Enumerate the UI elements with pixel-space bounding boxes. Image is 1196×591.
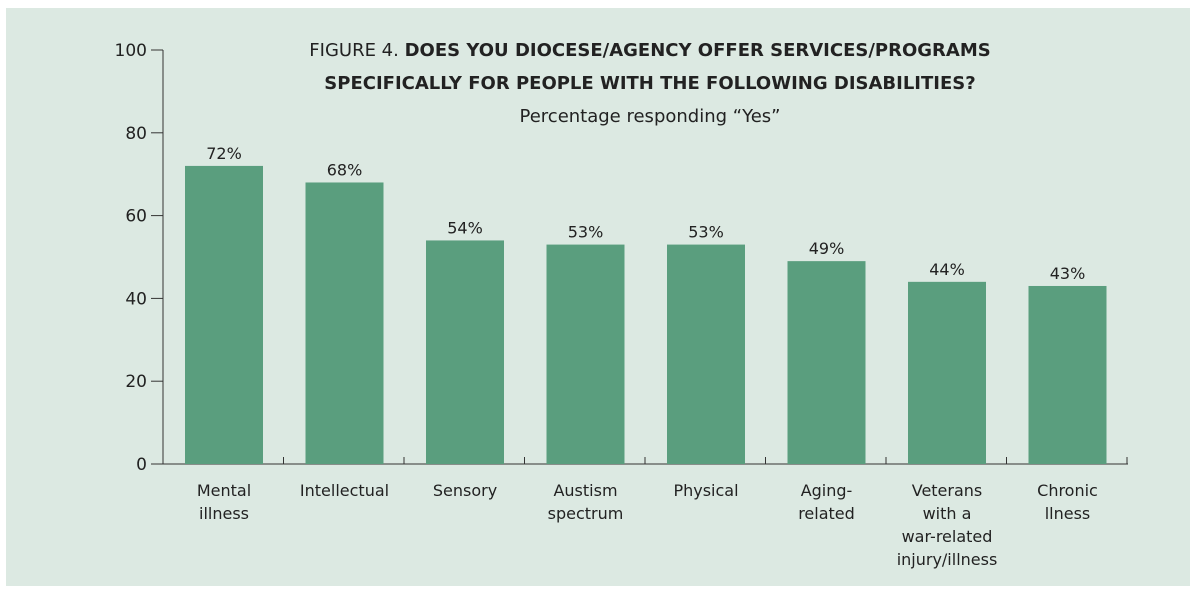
bar [787,261,866,464]
category-label: llness [1045,504,1091,523]
y-tick-label: 40 [125,289,147,309]
bar [908,281,986,464]
category-label: related [798,504,855,523]
category-label: with a [923,504,972,523]
data-label: 49% [809,239,845,258]
y-tick-label: 100 [115,41,147,61]
data-label: 54% [447,218,483,237]
y-tick-label: 80 [125,124,147,144]
category-label: Intellectual [300,481,389,500]
data-label: 72% [206,144,242,163]
category-label: spectrum [548,504,624,523]
category-label: illness [199,504,249,523]
figure-number: FIGURE 4. [309,40,399,61]
y-tick-label: 20 [125,372,147,392]
bar [185,165,263,465]
chart-title-text-1: DOES YOU DIOCESE/AGENCY OFFER SERVICES/P… [404,40,991,61]
y-tick-label: 0 [136,455,147,475]
data-label: 68% [327,160,363,179]
category-label: Chronic [1037,481,1098,500]
chart-title-line-2: SPECIFICALLY FOR PEOPLE WITH THE FOLLOWI… [324,73,976,94]
category-label: Mental [197,481,251,500]
y-tick-label: 60 [125,207,147,227]
data-label: 44% [929,260,965,279]
bar [667,244,745,464]
category-label: Physical [673,481,738,500]
data-label: 43% [1050,264,1086,283]
category-label: Veterans [912,481,983,500]
data-label: 53% [688,223,724,242]
category-label: Sensory [433,481,497,500]
chart-title-line-1: FIGURE 4. DOES YOU DIOCESE/AGENCY OFFER … [160,40,1140,61]
bar [1028,285,1107,464]
bar [426,240,504,464]
data-label: 53% [568,223,604,242]
bar [546,244,625,464]
category-label: Aging- [801,481,853,500]
category-label: Austism [553,481,617,500]
category-label: war-related [902,527,993,546]
chart-subtitle: Percentage responding “Yes” [519,106,781,127]
bar [305,182,384,465]
category-label: injury/illness [897,550,998,569]
